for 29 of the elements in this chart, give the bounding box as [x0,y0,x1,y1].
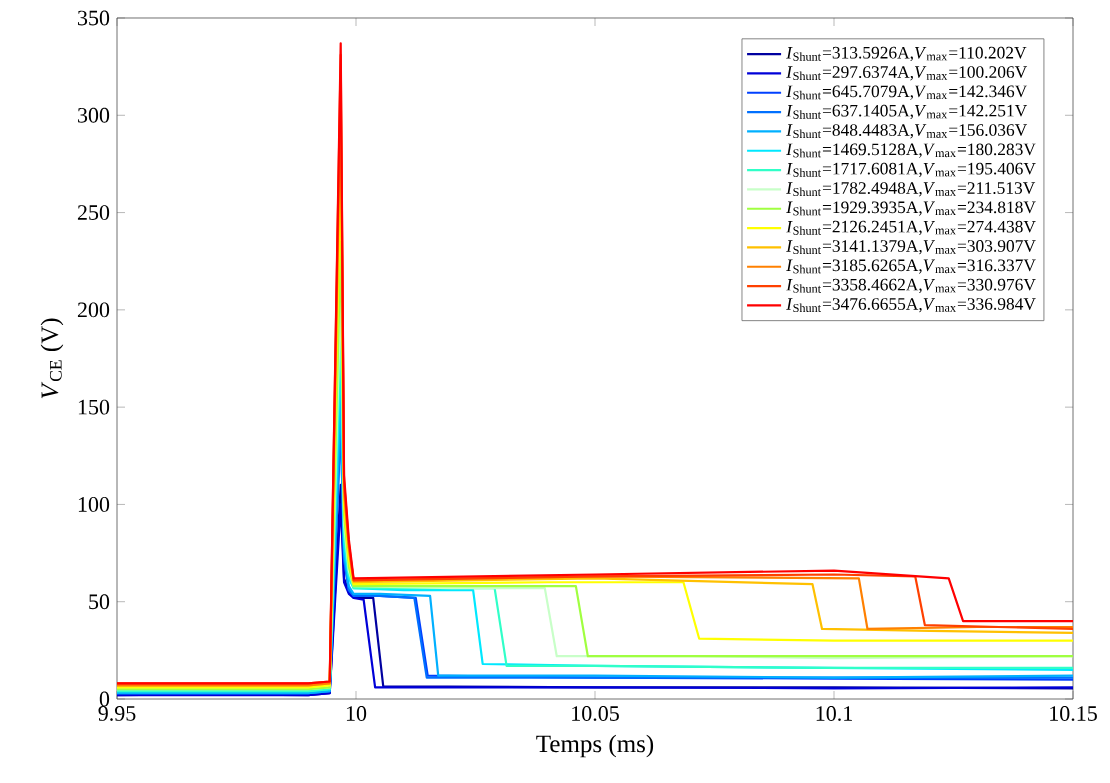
legend-label: I$_{Shunt}$=1469.5128A,V$_{max}$=180.283V [786,143,1036,158]
legend-label: I$_{Shunt}$=313.5926A,V$_{max}$=110.202V [786,46,1027,62]
legend-label: I$_{Shunt}$=3476.6655A,V$_{max}$=336.984V [786,298,1036,313]
x-tick-label: 9.95 [98,706,136,721]
x-tick-label: 10 [346,706,367,721]
legend-label: I$_{Shunt}$=848.4483A,V$_{max}$=156.036V [786,124,1028,139]
y-tick-label: 150 [78,399,110,415]
x-tick-label: 10.05 [572,706,619,721]
legend-label: I$_{Shunt}$=637.1405A,V$_{max}$=142.251V [786,104,1028,120]
legend-label: I$_{Shunt}$=3358.4662A,V$_{max}$=330.976V [786,278,1036,294]
x-tick-label: 10.1 [816,706,852,721]
legend-label: I$_{Shunt}$=1929.3935A,V$_{max}$=234.818V [786,201,1036,216]
legend-label: I$_{Shunt}$=1717.6081A,V$_{max}$=195.406V [786,162,1036,178]
y-tick-label: 250 [77,205,110,220]
legend-label: I$_{Shunt}$=297.6374A,V$_{max}$=100.206V [786,66,1028,81]
legend-label: I$_{Shunt}$=1782.4948A,V$_{max}$=211.513V [786,182,1036,197]
legend-label: I$_{Shunt}$=2126.2451A,V$_{max}$=274.438V [786,220,1036,236]
y-tick-label: 350 [78,10,110,26]
y-tick-label: 0 [99,691,110,707]
legend-label: I$_{Shunt}$=3185.6265A,V$_{max}$=316.337V [786,259,1036,274]
y-tick-label: 300 [78,107,110,123]
x-tick-label: 10.15 [1050,706,1097,721]
legend-label: I$_{Shunt}$=3141.1379A,V$_{max}$=303.907V [786,240,1036,255]
legend-label: I$_{Shunt}$=645.7079A,V$_{max}$=142.346V [786,85,1028,100]
y-tick-label: 200 [77,302,110,318]
y-tick-label: 50 [89,594,110,610]
x-axis-title: Temps (ms) [536,734,654,758]
y-axis-title: V$_{CE}$ (V) [40,318,64,399]
y-tick-label: 100 [78,497,110,512]
